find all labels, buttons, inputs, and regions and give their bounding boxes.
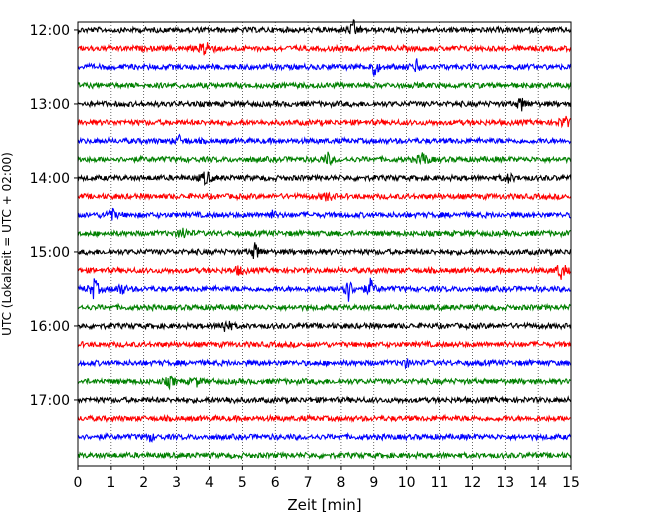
trace-1630 [77,358,572,370]
x-tick-label: 15 [562,475,580,491]
x-tick-label: 14 [529,475,547,491]
trace-1545 [77,302,572,313]
x-axis-ticks: 0 1 2 3 4 5 6 7 8 9 10 11 12 13 14 15 [74,466,580,491]
trace-1415 [77,191,572,202]
y-tick-label: 17:00 [30,393,70,409]
x-tick-label: 5 [238,475,247,491]
trace-1615 [77,339,572,350]
y-tick-label: 16:00 [30,319,70,335]
plot-frame [77,21,572,467]
y-tick-label: 13:00 [30,97,70,113]
trace-1445 [77,227,572,239]
x-tick-label: 11 [431,475,449,491]
trace-1600 [77,319,572,332]
x-tick-label: 0 [74,475,83,491]
trace-1715 [77,413,572,424]
trace-1700 [77,395,572,405]
y-tick-label: 15:00 [30,245,70,261]
trace-1300 [77,97,572,112]
x-tick-label: 12 [463,475,481,491]
y-tick-label: 12:00 [30,23,70,39]
trace-1530 [77,277,572,302]
trace-1745 [77,450,572,461]
trace-1330 [77,133,572,146]
x-tick-label: 4 [205,475,214,491]
x-tick-label: 8 [336,475,345,491]
trace-1500 [77,242,572,259]
trace-1200 [77,19,572,35]
x-tick-label: 9 [369,475,378,491]
x-axis-label: Zeit [min] [287,496,361,514]
x-tick-label: 2 [139,475,148,491]
trace-1345 [77,151,572,167]
vertical-grid [110,22,539,466]
trace-1215 [77,42,572,56]
x-tick-label: 6 [271,475,280,491]
x-tick-label: 1 [106,475,115,491]
trace-1730 [77,431,572,443]
trace-1645 [77,375,572,391]
trace-1230 [77,58,572,78]
x-tick-label: 7 [304,475,313,491]
y-axis-label: UTC (Lokalzeit = UTC + 02:00) [0,152,14,336]
trace-1400 [77,171,572,186]
trace-1315 [77,115,572,129]
trace-1430 [77,207,572,221]
y-tick-label: 14:00 [30,171,70,187]
x-tick-label: 13 [496,475,514,491]
trace-1245 [77,80,572,91]
x-tick-label: 3 [172,475,181,491]
trace-1515 [77,264,572,280]
seismogram-traces [77,19,572,461]
y-axis-ticks: 12:00 13:00 14:00 15:00 16:00 17:00 [30,23,78,409]
x-tick-label: 10 [398,475,416,491]
